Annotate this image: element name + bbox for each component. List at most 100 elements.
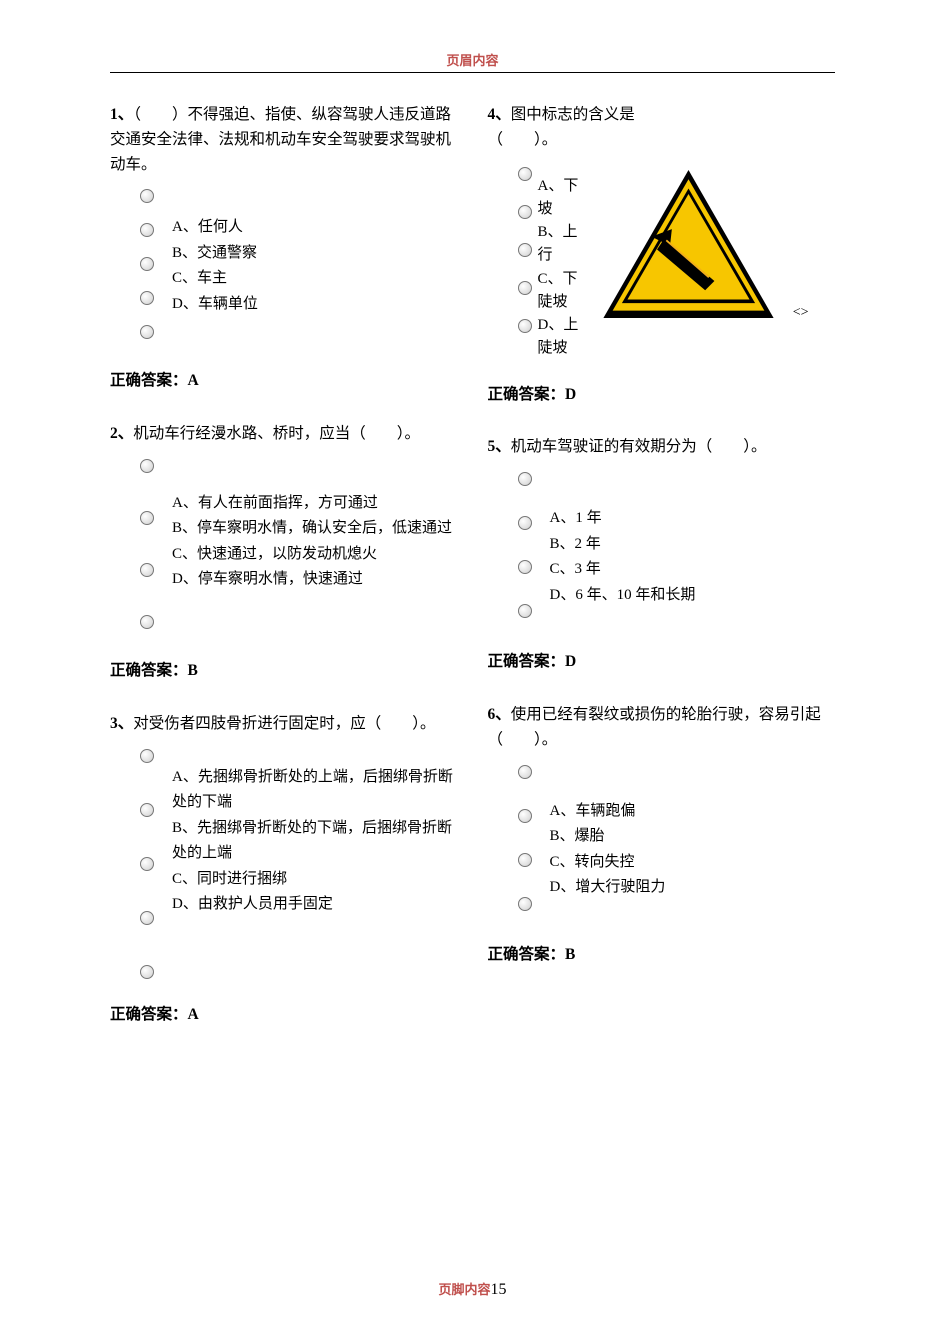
radio-icon[interactable] [140,803,154,817]
option-b: B、上行 [538,221,590,268]
correct-answer: 正确答案：A [110,1003,458,1028]
option-b: B、爆胎 [550,824,666,850]
radio-group [110,187,154,339]
option-a: A、任何人 [172,215,258,241]
correct-answer: 正确答案：D [488,650,836,675]
radio-icon[interactable] [518,604,532,618]
question-number: 2、 [110,425,133,442]
radio-icon[interactable] [140,749,154,763]
correct-answer: 正确答案：B [110,659,458,684]
options-area: A、车辆跑偏 B、爆胎 C、转向失控 D、增大行驶阻力 [488,763,836,911]
option-c: C、下陡坡 [538,268,590,315]
radio-icon[interactable] [518,472,532,486]
question-stem: 5、机动车驾驶证的有效期分为（ ）。 [488,435,836,460]
option-d: D、上陡坡 [538,314,590,361]
option-c: C、快速通过，以防发动机熄火 [172,542,452,568]
option-b: B、先捆绑骨折断处的下端，后捆绑骨折断处的上端 [172,816,458,867]
option-texts: A、先捆绑骨折断处的上端，后捆绑骨折断处的下端 B、先捆绑骨折断处的下端，后捆绑… [172,747,458,918]
steep-ascent-sign-icon [596,161,781,326]
question-stem: 2、机动车行经漫水路、桥时，应当（ ）。 [110,422,458,447]
option-a: A、有人在前面指挥，方可通过 [172,491,452,517]
option-d: D、停车察明水情，快速通过 [172,567,452,593]
option-c: C、车主 [172,266,258,292]
question-number: 4、 [488,106,511,123]
question-number: 6、 [488,706,511,723]
question-stem: 1、（ ）不得强迫、指使、纵容驾驶人违反道路交通安全法律、法规和机动车安全驾驶要… [110,103,458,177]
option-texts: A、有人在前面指挥，方可通过 B、停车察明水情，确认安全后，低速通过 C、快速通… [172,457,452,593]
radio-icon[interactable] [140,857,154,871]
traffic-sign-wrap: <> [596,161,781,335]
radio-icon[interactable] [518,853,532,867]
option-d: D、6 年、10 年和长期 [550,583,696,609]
option-b: B、交通警察 [172,241,258,267]
radio-icon[interactable] [140,965,154,979]
radio-icon[interactable] [140,223,154,237]
question-5: 5、机动车驾驶证的有效期分为（ ）。 A、1 年 B、2 年 C、3 年 [488,435,836,675]
options-area: A、有人在前面指挥，方可通过 B、停车察明水情，确认安全后，低速通过 C、快速通… [110,457,458,629]
page-number: 15 [491,1281,507,1298]
radio-icon[interactable] [140,911,154,925]
option-a: A、下坡 [538,175,590,222]
header-text: 页眉内容 [446,53,498,68]
radio-icon[interactable] [140,189,154,203]
radio-icon[interactable] [140,563,154,577]
radio-icon[interactable] [140,615,154,629]
option-d: D、车辆单位 [172,292,258,318]
radio-icon[interactable] [518,765,532,779]
correct-answer: 正确答案：A [110,369,458,394]
footer-label: 页脚内容 [438,1282,490,1297]
correct-answer: 正确答案：D [488,383,836,408]
radio-group [110,457,154,629]
option-a: A、先捆绑骨折断处的上端，后捆绑骨折断处的下端 [172,765,458,816]
option-d: D、增大行驶阻力 [550,875,666,901]
question-number: 3、 [110,715,133,732]
radio-icon[interactable] [140,511,154,525]
two-column-layout: 1、（ ）不得强迫、指使、纵容驾驶人违反道路交通安全法律、法规和机动车安全驾驶要… [110,103,835,1055]
option-texts: A、车辆跑偏 B、爆胎 C、转向失控 D、增大行驶阻力 [550,763,666,901]
radio-icon[interactable] [518,281,532,295]
radio-icon[interactable] [140,459,154,473]
radio-icon[interactable] [518,205,532,219]
option-d: D、由救护人员用手固定 [172,892,458,918]
page-header: 页眉内容 [110,50,835,73]
option-c: C、3 年 [550,557,696,583]
option-b: B、2 年 [550,532,696,558]
correct-answer: 正确答案：B [488,943,836,968]
document-page: 页眉内容 1、（ ）不得强迫、指使、纵容驾驶人违反道路交通安全法律、法规和机动车… [0,0,945,1337]
option-c: C、转向失控 [550,850,666,876]
radio-icon[interactable] [140,291,154,305]
question-1: 1、（ ）不得强迫、指使、纵容驾驶人违反道路交通安全法律、法规和机动车安全驾驶要… [110,103,458,394]
option-texts: A、下坡 B、上行 C、下陡坡 D、上陡坡 [538,161,590,361]
option-b: B、停车察明水情，确认安全后，低速通过 [172,516,452,542]
radio-icon[interactable] [140,257,154,271]
radio-icon[interactable] [518,809,532,823]
options-area: A、1 年 B、2 年 C、3 年 D、6 年、10 年和长期 [488,470,836,618]
options-area: A、任何人 B、交通警察 C、车主 D、车辆单位 [110,187,458,339]
radio-icon[interactable] [518,897,532,911]
page-footer: 页脚内容15 [0,1279,945,1299]
option-c: C、同时进行捆绑 [172,867,458,893]
radio-group [488,161,532,333]
option-a: A、车辆跑偏 [550,799,666,825]
radio-group [488,470,532,618]
option-texts: A、1 年 B、2 年 C、3 年 D、6 年、10 年和长期 [550,470,696,608]
question-stem: 6、使用已经有裂纹或损伤的轮胎行驶，容易引起（ ）。 [488,703,836,753]
question-stem: 4、图中标志的含义是（ ）。 [488,103,638,153]
radio-icon[interactable] [518,560,532,574]
radio-icon[interactable] [518,319,532,333]
options-area: A、先捆绑骨折断处的上端，后捆绑骨折断处的下端 B、先捆绑骨折断处的下端，后捆绑… [110,747,458,979]
radio-icon[interactable] [518,516,532,530]
question-number: 5、 [488,438,511,455]
radio-icon[interactable] [140,325,154,339]
option-a: A、1 年 [550,506,696,532]
angle-brackets: <> [793,302,809,324]
radio-icon[interactable] [518,167,532,181]
question-stem: 3、对受伤者四肢骨折进行固定时，应（ ）。 [110,712,458,737]
radio-group [110,747,154,979]
left-column: 1、（ ）不得强迫、指使、纵容驾驶人违反道路交通安全法律、法规和机动车安全驾驶要… [110,103,458,1055]
question-number: 1、 [110,106,133,123]
q4-options-with-sign: A、下坡 B、上行 C、下陡坡 D、上陡坡 [488,161,836,361]
question-6: 6、使用已经有裂纹或损伤的轮胎行驶，容易引起（ ）。 A、车辆跑偏 B、爆胎 C… [488,703,836,967]
radio-icon[interactable] [518,243,532,257]
right-column: 4、图中标志的含义是（ ）。 A、下坡 B、上行 C、下陡坡 [488,103,836,1055]
